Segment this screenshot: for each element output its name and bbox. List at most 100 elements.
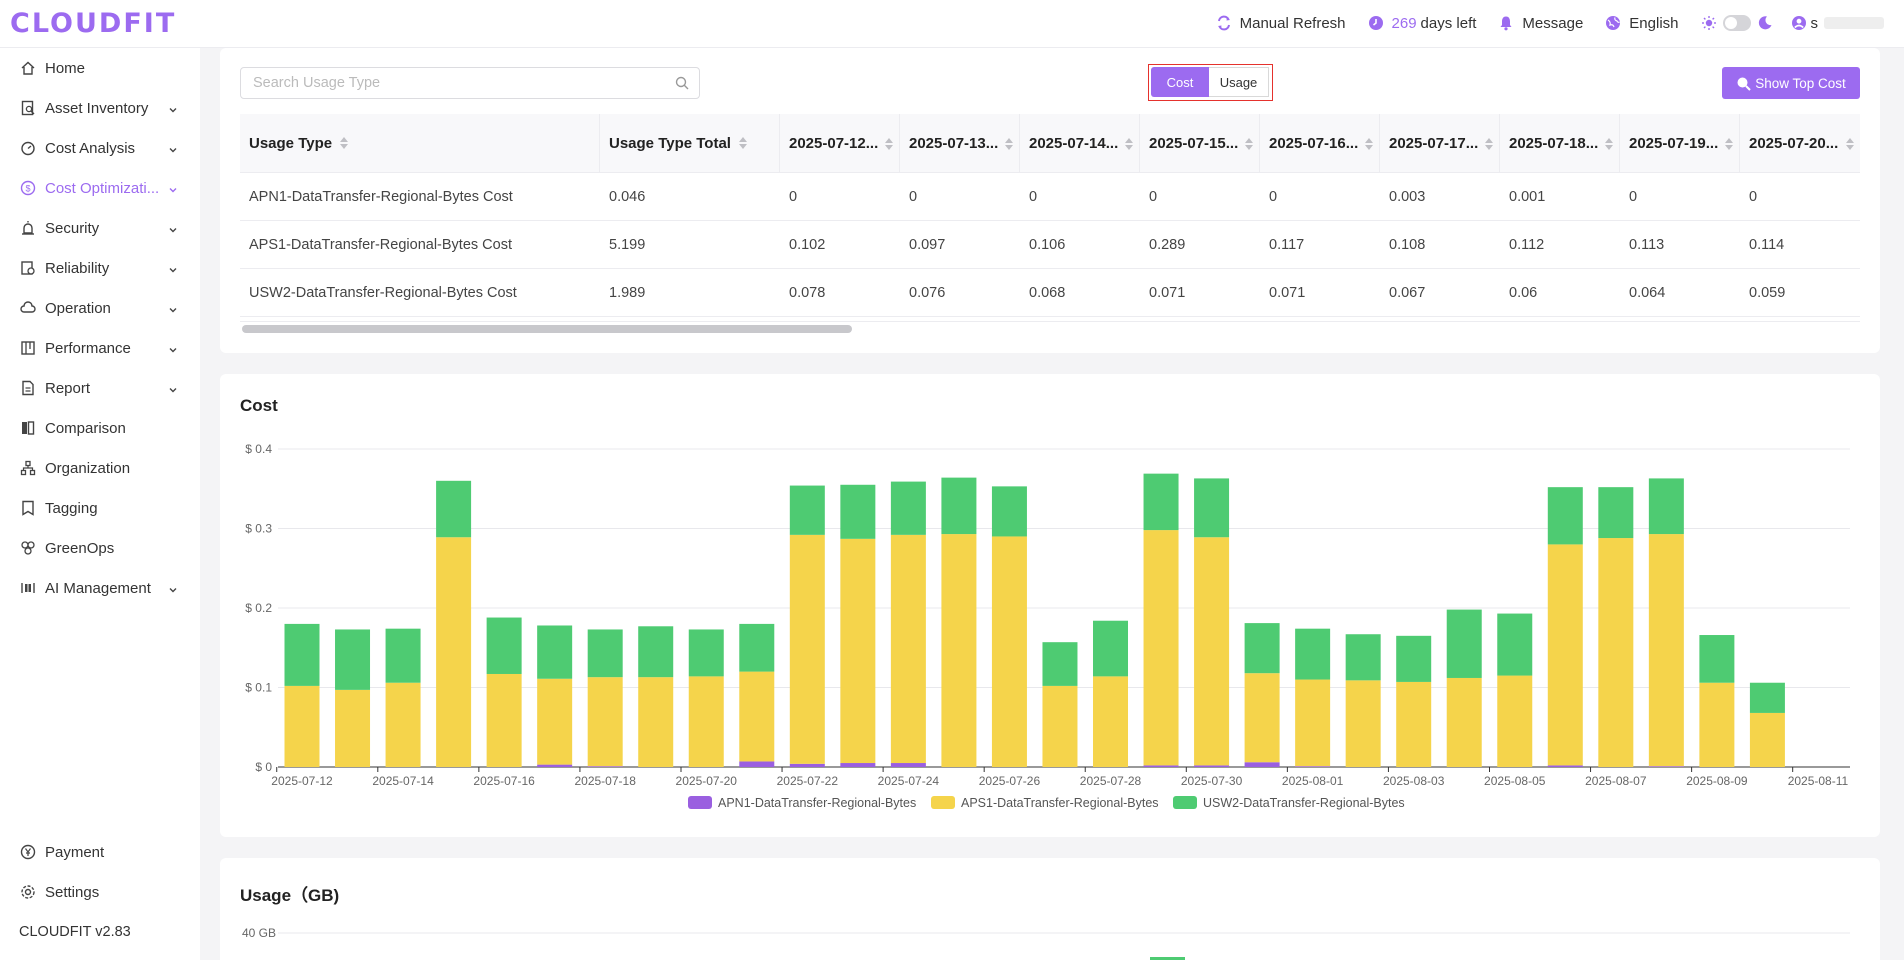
sidebar-item-reliability[interactable]: Reliability (0, 248, 200, 288)
chevron-down-icon[interactable] (168, 222, 178, 239)
bar-segment[interactable] (739, 623, 775, 672)
scrollbar-thumb[interactable] (242, 325, 852, 333)
chevron-down-icon[interactable] (168, 342, 178, 359)
column-header[interactable]: 2025-07-17... (1380, 114, 1500, 172)
bar-segment[interactable] (1093, 676, 1129, 767)
bar-segment[interactable] (436, 537, 472, 767)
sidebar-item-organization[interactable]: Organization (0, 448, 200, 488)
bar-segment[interactable] (890, 763, 926, 767)
bar-segment[interactable] (1042, 685, 1078, 767)
chevron-down-icon[interactable] (168, 182, 178, 199)
sidebar-item-greenops[interactable]: GreenOps (0, 528, 200, 568)
bar-segment[interactable] (587, 629, 623, 678)
sort-icon[interactable] (1846, 138, 1854, 150)
bar-segment[interactable] (840, 484, 876, 539)
bar-segment[interactable] (1497, 613, 1533, 676)
bar-segment[interactable] (991, 536, 1027, 767)
bar-segment[interactable] (941, 477, 977, 535)
bar-segment[interactable] (941, 534, 977, 767)
bar-segment[interactable] (739, 671, 775, 762)
bar-segment[interactable] (1194, 478, 1230, 538)
column-header[interactable]: 2025-07-15... (1140, 114, 1260, 172)
bar-segment[interactable] (1143, 530, 1179, 766)
bar-segment[interactable] (1547, 487, 1583, 545)
column-header[interactable]: 2025-07-12... (780, 114, 900, 172)
sidebar-item-asset-inventory[interactable]: Asset Inventory (0, 88, 200, 128)
sidebar-item-payment[interactable]: Payment (0, 832, 200, 872)
sort-icon[interactable] (885, 138, 893, 150)
sidebar-item-operation[interactable]: Operation (0, 288, 200, 328)
sort-icon[interactable] (1005, 138, 1013, 150)
legend-label[interactable]: APN1-DataTransfer-Regional-Bytes (718, 796, 916, 810)
bar-segment[interactable] (486, 617, 522, 674)
table-row[interactable]: USW2-DataTransfer-Regional-Bytes Cost 1.9… (240, 269, 1860, 317)
bar-segment[interactable] (1244, 762, 1280, 767)
bar-segment[interactable] (840, 538, 876, 764)
chevron-down-icon[interactable] (168, 382, 178, 399)
bar-segment[interactable] (1547, 765, 1583, 767)
bar-segment[interactable] (1244, 623, 1280, 674)
theme-toggle[interactable] (1722, 15, 1751, 31)
sort-icon[interactable] (340, 137, 349, 149)
message-button[interactable]: Message (1498, 15, 1583, 32)
bar-segment[interactable] (284, 685, 320, 767)
sort-icon[interactable] (1245, 138, 1253, 150)
bar-segment[interactable] (890, 534, 926, 764)
sidebar-item-security[interactable]: Security (0, 208, 200, 248)
chevron-down-icon[interactable] (168, 302, 178, 319)
bar-segment[interactable] (537, 764, 573, 767)
table-scrollbar[interactable] (240, 321, 1860, 333)
sidebar-item-cost-analysis[interactable]: Cost Analysis (0, 128, 200, 168)
sidebar-item-comparison[interactable]: Comparison (0, 408, 200, 448)
bar-segment[interactable] (739, 761, 775, 767)
bar-segment[interactable] (638, 626, 674, 678)
sidebar-item-tagging[interactable]: Tagging (0, 488, 200, 528)
bar-segment[interactable] (789, 534, 825, 764)
column-header[interactable]: 2025-07-16... (1260, 114, 1380, 172)
sort-icon[interactable] (1365, 138, 1373, 150)
bar-segment[interactable] (587, 766, 623, 767)
column-header[interactable]: 2025-07-19... (1620, 114, 1740, 172)
bar-segment[interactable] (1749, 682, 1785, 713)
bar-segment[interactable] (1446, 609, 1482, 678)
table-row[interactable]: APN1-DataTransfer-Regional-Bytes Cost 0.0… (240, 173, 1860, 221)
bar-segment[interactable] (1244, 673, 1280, 763)
chevron-down-icon[interactable] (168, 262, 178, 279)
bar-segment[interactable] (991, 486, 1027, 537)
bar-segment[interactable] (385, 682, 421, 767)
bar-segment[interactable] (1042, 642, 1078, 686)
bar-segment[interactable] (1143, 765, 1179, 767)
column-header[interactable]: Usage Type (240, 114, 600, 172)
sort-icon[interactable] (1125, 138, 1133, 150)
bar-segment[interactable] (1295, 628, 1331, 680)
sort-icon[interactable] (1605, 138, 1613, 150)
sidebar-item-home[interactable]: Home (0, 48, 200, 88)
bar-segment[interactable] (840, 763, 876, 767)
language-selector[interactable]: English (1605, 15, 1679, 32)
bar-segment[interactable] (688, 629, 724, 677)
bar-segment[interactable] (1648, 534, 1684, 767)
legend-swatch[interactable] (1173, 796, 1197, 809)
sidebar-item-settings[interactable]: Settings (0, 872, 200, 912)
search-input[interactable]: Search Usage Type (240, 67, 700, 99)
bar-segment[interactable] (1345, 680, 1381, 767)
bar-segment[interactable] (1598, 538, 1634, 767)
bar-segment[interactable] (1497, 675, 1533, 767)
column-header[interactable]: 2025-07-14... (1020, 114, 1140, 172)
usage-tab[interactable]: Usage (1209, 67, 1269, 97)
bar-segment[interactable] (335, 629, 371, 690)
sidebar-item-ai-management[interactable]: AI Management (0, 568, 200, 608)
bar-segment[interactable] (1648, 766, 1684, 767)
bar-segment[interactable] (789, 763, 825, 767)
bar-segment[interactable] (284, 623, 320, 686)
bar-segment[interactable] (638, 677, 674, 767)
bar-segment[interactable] (1295, 679, 1331, 767)
bar-segment[interactable] (1093, 620, 1129, 677)
column-header[interactable]: 2025-07-13... (900, 114, 1020, 172)
bar-segment[interactable] (1396, 681, 1432, 767)
sort-icon[interactable] (1725, 138, 1733, 150)
bar-segment[interactable] (537, 678, 573, 765)
bar-segment[interactable] (1547, 544, 1583, 766)
bar-segment[interactable] (587, 677, 623, 767)
sort-icon[interactable] (1485, 138, 1493, 150)
